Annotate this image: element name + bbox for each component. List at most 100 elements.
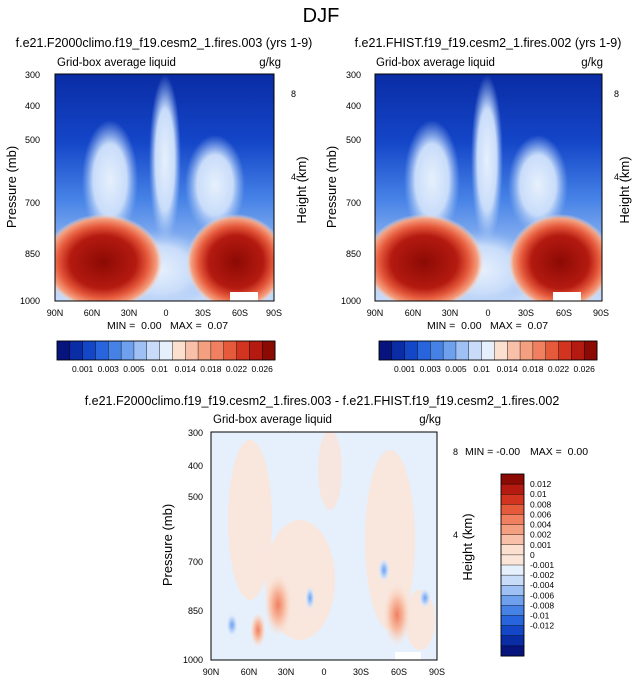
panel-c-max: MAX = 0.00 — [530, 446, 588, 458]
colorbar-swatch — [500, 635, 525, 647]
colorbar-swatch — [500, 554, 525, 566]
colorbar-swatch — [249, 340, 263, 361]
panel-a-ytick: 1000 — [20, 296, 40, 306]
panel-c-ytick: 1000 — [183, 655, 203, 665]
colorbar-swatch — [500, 483, 525, 495]
colorbar-swatch — [223, 340, 238, 361]
panel-c-xtick: 30N — [278, 667, 295, 677]
colorbar-swatch — [545, 340, 560, 361]
panel-a-colorbar: 0.001 0.003 0.005 0.01 0.014 0.018 0.022 0.026 — [56, 340, 276, 374]
panel-b-min: MIN = 0.00 — [427, 320, 482, 332]
colorbar-label: 0.001 — [394, 364, 416, 374]
panel-b-ylabel: Pressure (mb) — [324, 146, 339, 228]
panel-b-ylabel-right: Height (km) — [617, 156, 632, 223]
colorbar-swatch — [417, 340, 431, 361]
colorbar-frame — [378, 340, 598, 361]
colorbar-label: 0.004 — [530, 520, 552, 530]
colorbar-label: 0.001 — [72, 364, 94, 374]
panel-b-xtick: 90N — [367, 308, 384, 318]
panel-b-field — [375, 74, 602, 301]
panel-c-xtick: 90N — [203, 667, 220, 677]
panel-c-xtick: 30S — [353, 667, 369, 677]
panel-b-right-ticks: 8 4 — [614, 89, 619, 182]
panel-c-x-ticks: 90N 60N 30N 0 30S 60S 90S — [203, 667, 445, 677]
colorbar-label: 0.012 — [530, 479, 552, 489]
colorbar-label: 0.014 — [175, 364, 197, 374]
panel-b-colorbar: 0.001 0.003 0.005 0.01 0.014 0.018 0.022 0.026 — [378, 340, 598, 374]
panel-b-y-ticks: 300 400 500 700 850 1000 — [341, 70, 361, 306]
colorbar-label: -0.002 — [530, 570, 554, 580]
panel-a-ylabel: Pressure (mb) — [4, 146, 19, 228]
colorbar-label: 0.018 — [200, 364, 222, 374]
panel-a-subtitle-right: g/kg — [259, 57, 281, 69]
colorbar-swatch — [172, 340, 186, 361]
colorbar-swatch — [197, 340, 212, 361]
panel-b-xtick: 60S — [556, 308, 572, 318]
colorbar-swatch — [500, 494, 525, 505]
colorbar-swatch — [532, 340, 547, 361]
panel-a-right-ticks: 8 4 — [291, 89, 296, 182]
panel-a-y-ticks: 300 400 500 700 850 1000 — [20, 70, 40, 306]
panel-b-ytick: 300 — [346, 70, 361, 80]
colorbar-frame — [500, 473, 525, 657]
colorbar-label: 0 — [530, 550, 535, 560]
panel-c-xtick: 90S — [429, 667, 445, 677]
panel-a-ytick: 400 — [25, 101, 40, 111]
panel-a-xtick: 30S — [195, 308, 211, 318]
colorbar-swatch — [108, 340, 122, 361]
colorbar-swatch — [583, 340, 598, 361]
colorbar-label: -0.012 — [530, 621, 554, 631]
colorbar-label: 0.01 — [530, 489, 547, 499]
colorbar-label: 0.014 — [497, 364, 519, 374]
colorbar-swatch — [455, 340, 470, 361]
panel-c-xtick: 0 — [321, 667, 326, 677]
colorbar-swatch — [481, 340, 495, 361]
panel-a-field — [55, 74, 274, 301]
colorbar-label: 0.026 — [252, 364, 274, 374]
colorbar-swatch — [507, 340, 521, 361]
colorbar-frame — [56, 340, 276, 361]
panel-b-xtick: 90S — [593, 308, 609, 318]
panel-a-xtick: 60N — [84, 308, 101, 318]
colorbar-swatch — [95, 340, 109, 361]
panel-c: f.e21.F2000climo.f19_f19.cesm2_1.fires.0… — [85, 394, 589, 677]
colorbar-label: 0.022 — [226, 364, 248, 374]
panel-a-min: MIN = 0.00 — [107, 320, 162, 332]
colorbar-swatch — [500, 585, 525, 596]
colorbar-swatch — [558, 340, 572, 361]
panel-b-ytick: 700 — [346, 198, 361, 208]
panel-c-ylabel-right: Height (km) — [460, 513, 475, 580]
panel-b-ytick: 850 — [346, 249, 361, 259]
panel-c-xtick: 60S — [391, 667, 407, 677]
panel-c-height-tick: 4 — [453, 530, 458, 540]
colorbar-swatch — [500, 645, 525, 657]
colorbar-swatch — [571, 340, 585, 361]
colorbar-label: 0.018 — [522, 364, 544, 374]
panel-c-height-tick: 8 — [453, 447, 458, 457]
colorbar-swatch — [404, 340, 418, 361]
colorbar-swatch — [69, 340, 84, 361]
colorbar-swatch — [378, 340, 393, 361]
panel-c-min: MIN = -0.00 — [465, 446, 520, 458]
panel-a-ytick: 850 — [25, 249, 40, 259]
colorbar-swatch — [500, 524, 525, 536]
panel-c-xtick: 60N — [241, 667, 258, 677]
panel-a-ytick: 700 — [25, 198, 40, 208]
colorbar-swatch — [468, 340, 483, 361]
panel-a-ytick: 500 — [25, 135, 40, 145]
colorbar-swatch — [500, 564, 525, 576]
panel-c-ytick: 700 — [188, 557, 203, 567]
colorbar-label: 0.003 — [420, 364, 442, 374]
colorbar-swatch — [236, 340, 250, 361]
page-title: DJF — [303, 5, 340, 27]
panel-c-ytick: 400 — [188, 461, 203, 471]
colorbar-label: 0.003 — [98, 364, 120, 374]
colorbar-swatch — [500, 504, 525, 515]
panel-b-ytick: 500 — [346, 135, 361, 145]
panel-a-ytick: 300 — [25, 70, 40, 80]
colorbar-label: -0.001 — [530, 560, 554, 570]
panel-b-ytick: 400 — [346, 101, 361, 111]
colorbar-swatch — [500, 473, 525, 485]
panel-b-subtitle-right: g/kg — [581, 57, 603, 69]
colorbar-swatch — [494, 340, 508, 361]
